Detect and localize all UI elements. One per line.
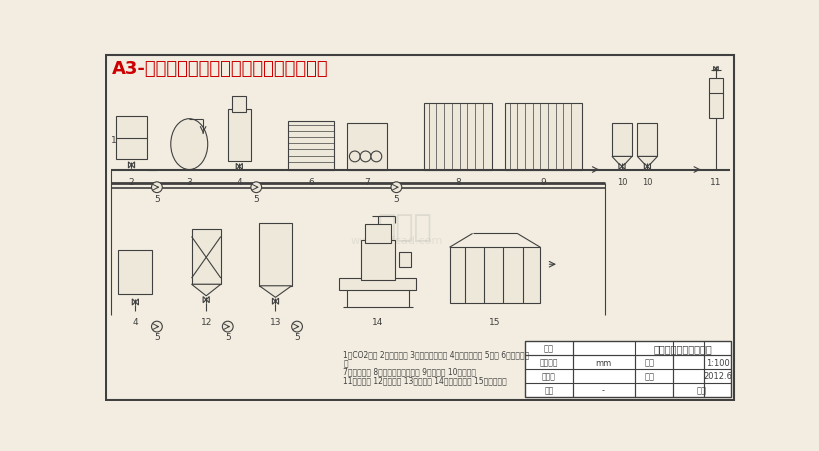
Text: 8: 8 (455, 177, 460, 186)
Text: 单位: 单位 (696, 385, 706, 394)
Text: 5: 5 (294, 332, 300, 341)
Text: www.mfcad.com: www.mfcad.com (351, 235, 443, 245)
Text: 5: 5 (154, 194, 160, 203)
Text: 1: 1 (111, 136, 116, 145)
Bar (287, 122, 333, 171)
Text: 11: 11 (709, 177, 721, 186)
Polygon shape (129, 162, 134, 169)
Text: 比例: 比例 (644, 358, 654, 367)
Text: 4: 4 (236, 177, 242, 186)
Text: 4: 4 (133, 318, 138, 327)
Polygon shape (636, 157, 657, 168)
Bar (364, 225, 391, 243)
Text: 单位尺寸: 单位尺寸 (539, 358, 558, 367)
Polygon shape (259, 286, 292, 298)
Text: 时间: 时间 (644, 372, 654, 381)
Bar (192, 229, 220, 285)
Circle shape (292, 322, 302, 332)
Text: -: - (601, 385, 604, 394)
Bar (611, 123, 631, 157)
Bar (449, 248, 540, 303)
Text: 2: 2 (129, 177, 134, 186)
Bar (118, 250, 152, 295)
Text: mm: mm (595, 358, 611, 367)
Polygon shape (611, 157, 631, 168)
Text: 精炼米糠油工艺流程图: 精炼米糠油工艺流程图 (653, 343, 712, 354)
Circle shape (152, 182, 162, 193)
Circle shape (391, 182, 401, 193)
Text: 12: 12 (201, 318, 211, 327)
Text: 7、热交换器 8、超高温瞬时杀菌机 9、萃取缸 10、分离器: 7、热交换器 8、超高温瞬时杀菌机 9、萃取缸 10、分离器 (343, 367, 476, 376)
Text: 审核: 审核 (544, 385, 553, 394)
Bar (423, 104, 491, 171)
Ellipse shape (170, 120, 207, 170)
Polygon shape (203, 297, 209, 303)
Text: 9: 9 (540, 177, 545, 186)
Circle shape (251, 182, 261, 193)
Text: 沐风网: 沐风网 (377, 212, 432, 241)
Text: 11、精馏罐 12、电控柜 13、无菌罐 14、无菌灌装机 15、外包装线: 11、精馏罐 12、电控柜 13、无菌罐 14、无菌灌装机 15、外包装线 (343, 375, 506, 384)
Bar (259, 223, 292, 286)
Circle shape (360, 152, 370, 162)
Text: 15: 15 (489, 318, 500, 327)
Bar (524, 341, 731, 397)
Text: 制图者: 制图者 (541, 372, 555, 381)
Circle shape (152, 322, 162, 332)
Text: 5: 5 (253, 194, 259, 203)
Bar (360, 240, 395, 280)
Text: 14: 14 (372, 318, 383, 327)
Text: 3: 3 (186, 177, 192, 186)
Text: 6: 6 (308, 177, 314, 186)
Bar (399, 253, 410, 268)
Circle shape (370, 152, 382, 162)
Text: 13: 13 (269, 318, 281, 327)
Bar (636, 123, 657, 157)
Text: 1:100: 1:100 (704, 358, 728, 367)
Text: 5: 5 (154, 332, 160, 341)
Text: 5: 5 (224, 332, 230, 341)
Text: 名称: 名称 (543, 344, 553, 353)
Polygon shape (272, 299, 278, 304)
Bar (228, 110, 251, 161)
Bar (346, 123, 387, 171)
Bar (505, 104, 581, 171)
Polygon shape (713, 67, 717, 72)
Text: 2012.6: 2012.6 (702, 372, 731, 381)
Polygon shape (236, 164, 242, 170)
Text: 7: 7 (364, 177, 369, 186)
Text: 10: 10 (616, 177, 627, 186)
Text: 10: 10 (641, 177, 652, 186)
Bar (232, 97, 246, 112)
Text: 1、CO2钢瓶 2、制冷系统 3、温度控制系统 4、搪夹带剂罐 5、泵 6、板式混合: 1、CO2钢瓶 2、制冷系统 3、温度控制系统 4、搪夹带剂罐 5、泵 6、板式… (343, 350, 529, 359)
Polygon shape (644, 164, 649, 170)
Polygon shape (192, 285, 220, 296)
Bar (339, 278, 416, 291)
Text: 器: 器 (343, 359, 347, 368)
Bar (708, 79, 722, 119)
Circle shape (222, 322, 233, 332)
Bar (116, 117, 147, 159)
Polygon shape (618, 164, 624, 170)
Circle shape (349, 152, 360, 162)
Polygon shape (132, 299, 138, 305)
Text: 5: 5 (393, 194, 399, 203)
Text: A3-超临界二氧化碳萃取米糠油工艺流程图: A3-超临界二氧化碳萃取米糠油工艺流程图 (112, 60, 328, 78)
